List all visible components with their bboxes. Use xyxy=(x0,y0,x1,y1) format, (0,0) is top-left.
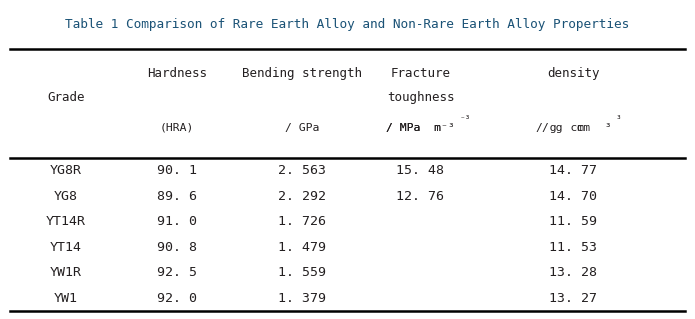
Text: / GPa: / GPa xyxy=(285,122,320,132)
Text: Bending strength: Bending strength xyxy=(243,67,362,80)
Text: 14. 77: 14. 77 xyxy=(549,164,598,177)
Text: 92. 0: 92. 0 xyxy=(157,292,197,305)
Text: density: density xyxy=(547,67,600,80)
Text: Table 1 Comparison of Rare Earth Alloy and Non-Rare Earth Alloy Properties: Table 1 Comparison of Rare Earth Alloy a… xyxy=(65,18,630,31)
Text: Grade: Grade xyxy=(47,91,85,104)
Text: YT14R: YT14R xyxy=(46,215,86,228)
Text: 13. 28: 13. 28 xyxy=(549,266,598,279)
Text: Hardness: Hardness xyxy=(147,67,207,80)
Text: 1. 726: 1. 726 xyxy=(278,215,327,228)
Text: 90. 8: 90. 8 xyxy=(157,241,197,254)
Text: YG8R: YG8R xyxy=(50,164,82,177)
Text: 90. 1: 90. 1 xyxy=(157,164,197,177)
Text: 11. 59: 11. 59 xyxy=(549,215,598,228)
Text: YW1R: YW1R xyxy=(50,266,82,279)
Text: Fracture: Fracture xyxy=(391,67,450,80)
Text: YG8: YG8 xyxy=(54,190,78,203)
Text: toughness: toughness xyxy=(386,91,455,104)
Text: (HRA): (HRA) xyxy=(160,122,195,132)
Text: / MPa  m: / MPa m xyxy=(386,122,441,132)
Text: ³: ³ xyxy=(616,115,621,124)
Text: / MPa  m⁻³: / MPa m⁻³ xyxy=(386,122,455,132)
Text: 15. 48: 15. 48 xyxy=(396,164,445,177)
Text: 92. 5: 92. 5 xyxy=(157,266,197,279)
Text: YW1: YW1 xyxy=(54,292,78,305)
Text: 91. 0: 91. 0 xyxy=(157,215,197,228)
Text: / g  cm   ³: / g cm ³ xyxy=(536,122,611,132)
Text: 1. 559: 1. 559 xyxy=(278,266,327,279)
Text: ⁻³: ⁻³ xyxy=(460,115,471,124)
Text: 1. 379: 1. 379 xyxy=(278,292,327,305)
Text: 13. 27: 13. 27 xyxy=(549,292,598,305)
Text: 2. 292: 2. 292 xyxy=(278,190,327,203)
Text: 2. 563: 2. 563 xyxy=(278,164,327,177)
Text: 14. 70: 14. 70 xyxy=(549,190,598,203)
Text: YT14: YT14 xyxy=(50,241,82,254)
Text: 12. 76: 12. 76 xyxy=(396,190,445,203)
Text: 89. 6: 89. 6 xyxy=(157,190,197,203)
Text: / g  cm: / g cm xyxy=(542,122,591,132)
Text: 11. 53: 11. 53 xyxy=(549,241,598,254)
Text: 1. 479: 1. 479 xyxy=(278,241,327,254)
